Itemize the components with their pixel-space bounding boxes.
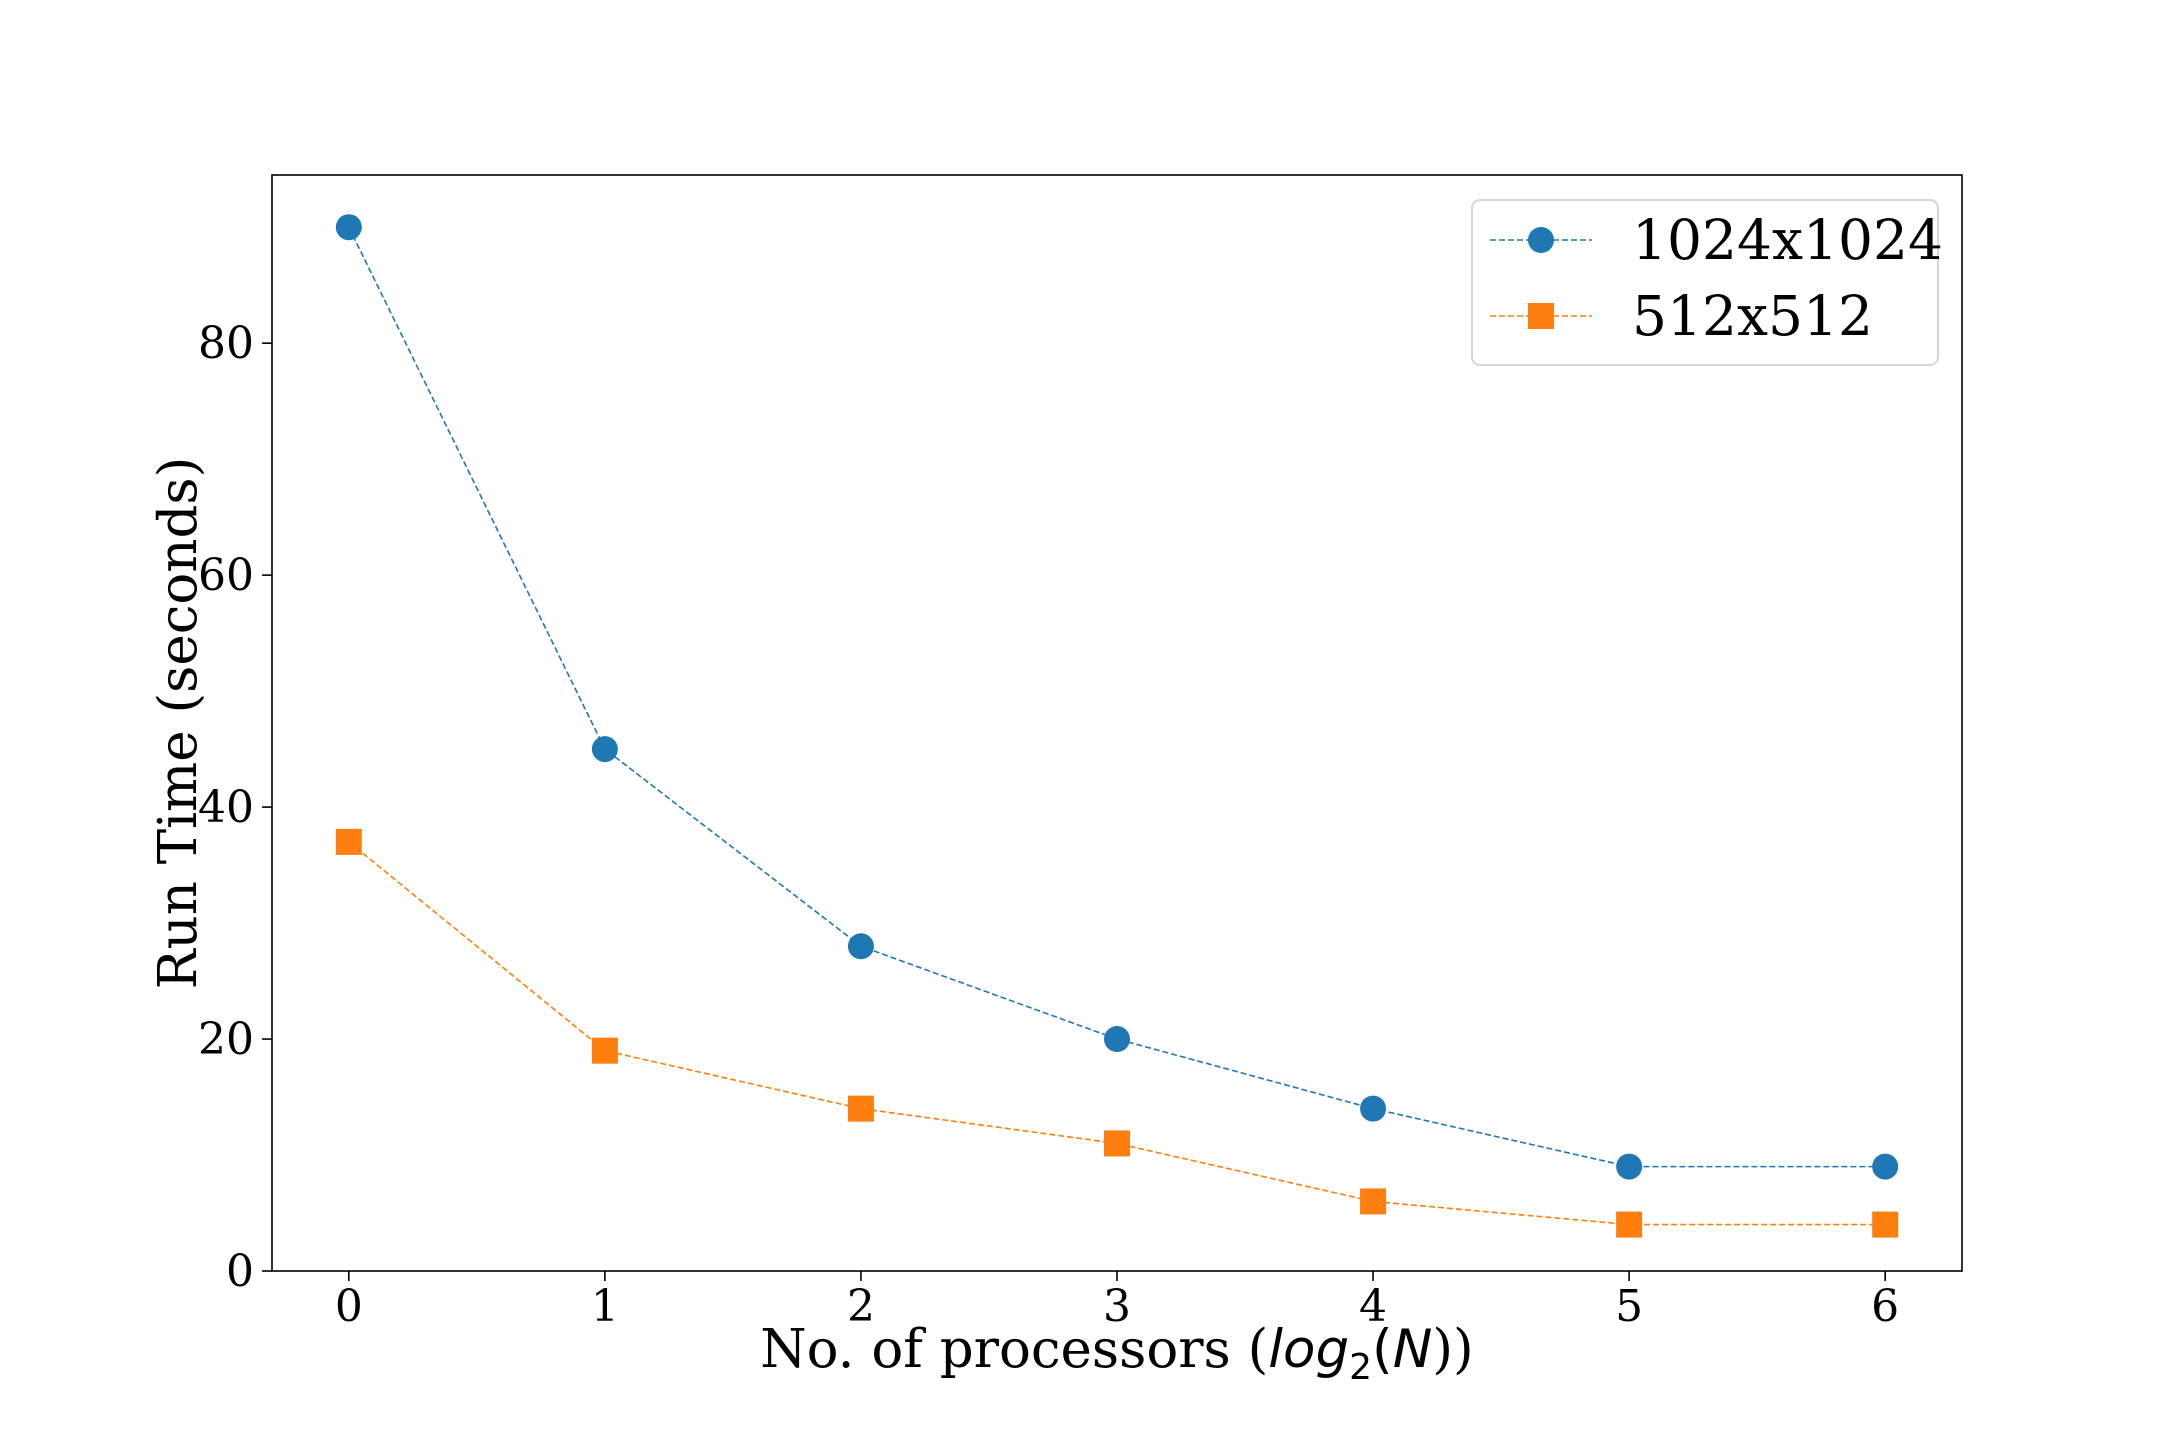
legend: 1024x1024 512x512 <box>1471 199 1943 366</box>
data-point <box>1360 1095 1387 1122</box>
x-tick-label: 3 <box>1103 1281 1131 1332</box>
legend-box <box>1471 199 1939 366</box>
data-point <box>1616 1153 1643 1180</box>
y-axis-ticks: 0 20 40 60 80 <box>198 318 272 1297</box>
x-tick-label: 2 <box>847 1281 875 1332</box>
y-tick-label: 0 <box>226 1246 254 1297</box>
data-point <box>1360 1188 1387 1215</box>
y-tick-label: 20 <box>198 1014 254 1065</box>
x-axis-ticks: 0 1 2 3 4 5 6 <box>335 1271 1899 1332</box>
series-markers <box>335 214 1899 1238</box>
x-tick-label: 1 <box>591 1281 619 1332</box>
x-tick-label: 0 <box>335 1281 363 1332</box>
x-tick-label: 5 <box>1615 1281 1643 1332</box>
data-point <box>847 1095 874 1122</box>
data-point <box>591 1037 618 1064</box>
x-tick-label: 6 <box>1871 1281 1899 1332</box>
legend-label: 1024x1024 <box>1632 208 1943 272</box>
y-tick-label: 80 <box>198 318 254 369</box>
x-axis-title: No. of processors (log2(N)) <box>760 1319 1473 1388</box>
y-tick-label: 60 <box>198 550 254 601</box>
data-point <box>591 736 618 763</box>
data-point <box>335 828 362 855</box>
data-point <box>1872 1153 1899 1180</box>
data-point <box>1104 1026 1130 1053</box>
y-axis-title: Run Time (seconds) <box>148 457 209 990</box>
legend-label: 512x512 <box>1632 284 1873 348</box>
y-tick-label: 40 <box>198 782 254 833</box>
data-point <box>335 214 362 241</box>
x-tick-label: 4 <box>1359 1281 1387 1332</box>
data-point <box>847 933 874 960</box>
legend-marker <box>1528 303 1554 329</box>
data-point <box>1872 1211 1899 1238</box>
data-point <box>1616 1211 1643 1238</box>
data-point <box>1104 1130 1130 1157</box>
legend-marker <box>1528 227 1554 253</box>
